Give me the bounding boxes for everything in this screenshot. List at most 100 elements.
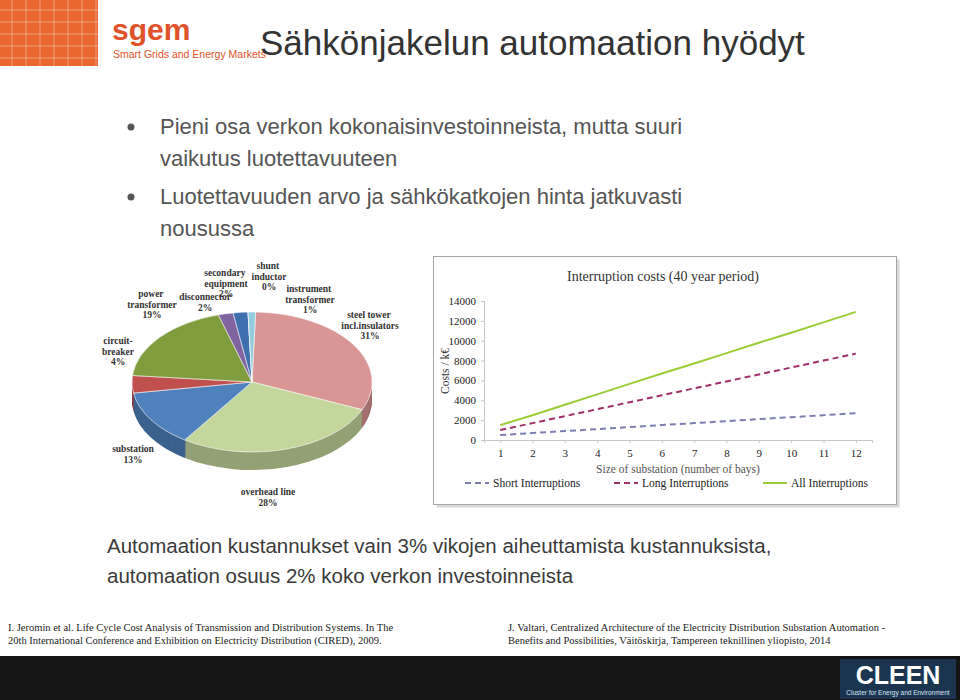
pie-label: steel tower incl.insulators	[341, 310, 399, 331]
y-tick-label: 14000	[449, 295, 477, 307]
pie-labels: steel tower incl.insulators31% overhead l…	[102, 261, 399, 508]
x-tick-mark	[824, 440, 825, 443]
pie-value-label: 2%	[198, 303, 212, 313]
pie-value-label: 19%	[143, 310, 162, 320]
y-tick: 2000	[454, 414, 484, 426]
reference-text: I. Jeromin et al. Life Cycle Cost Analys…	[8, 622, 393, 633]
x-tick: 2	[530, 440, 536, 459]
logo-name: sgem	[112, 13, 190, 46]
bullet-text: nousussa	[160, 216, 255, 241]
y-tick-label: 0	[471, 434, 477, 446]
x-tick-mark	[759, 440, 760, 443]
logo-grid	[0, 34, 98, 35]
legend-label: Short Interruptions	[493, 477, 581, 490]
pie-label: substation	[112, 444, 154, 454]
caption-text: automaation osuus 2% koko verkon investo…	[107, 564, 574, 587]
pie-depth-layer	[132, 313, 372, 453]
x-tick-label: 9	[757, 447, 763, 459]
logo-tile	[0, 0, 98, 66]
x-tick-label: 7	[692, 447, 698, 459]
chart-frame	[434, 257, 897, 505]
y-axis-line	[481, 302, 485, 441]
reference-text: Benefits and Possibilities, Väitöskirja,…	[508, 635, 831, 646]
x-tick-label: 11	[819, 447, 830, 459]
footer-logo-name: CLEEN	[856, 661, 941, 689]
x-tick-mark	[533, 440, 534, 443]
bullet-dot	[128, 124, 135, 131]
pie-label: power transformer	[127, 289, 177, 310]
x-axis-line	[485, 441, 873, 444]
x-tick-label: 1	[498, 447, 504, 459]
x-tick-label: 5	[627, 447, 633, 459]
chart-title: Interruption costs (40 year period)	[567, 269, 759, 285]
footer-logo-box	[840, 659, 956, 699]
x-tick-label: 3	[563, 447, 569, 459]
x-tick: 9	[757, 440, 763, 459]
x-tick-label: 2	[530, 447, 536, 459]
x-tick: 12	[851, 440, 862, 459]
y-tick: 14000	[449, 295, 485, 307]
y-tick: 8000	[454, 355, 484, 367]
pie-label: shunt inductor	[252, 261, 288, 282]
x-tick-mark	[597, 440, 598, 443]
x-tick-mark	[565, 440, 566, 443]
legend-swatch	[614, 482, 638, 484]
pie-slice	[218, 313, 252, 382]
legend-label: All Interruptions	[791, 477, 868, 490]
pie-label: secondary equipment	[204, 268, 248, 289]
x-tick-mark	[630, 440, 631, 443]
pie-slice	[248, 312, 256, 382]
logo-grid	[0, 46, 98, 47]
pie-value-label: 2%	[219, 289, 233, 299]
y-tick-label: 4000	[454, 394, 477, 406]
slide-title: Sähkönjakelun automaation hyödyt	[260, 23, 805, 62]
x-axis-title: Size of substation (number of bays)	[596, 463, 760, 476]
y-tick-label: 2000	[454, 414, 477, 426]
y-tick: 4000	[454, 394, 484, 406]
legend: Short InterruptionsLong InterruptionsAll…	[465, 477, 868, 490]
pie-label: circuit-breaker	[102, 336, 135, 357]
logo-grid	[0, 58, 98, 59]
x-tick-label: 10	[786, 447, 798, 459]
y-tick-label: 6000	[454, 374, 477, 386]
x-tick: 11	[819, 440, 830, 459]
x-tick-mark	[500, 440, 501, 443]
x-tick: 7	[692, 440, 698, 459]
bullet-text: vaikutus luotettavuuteen	[160, 146, 397, 171]
series-line	[500, 413, 856, 435]
logo-grid	[0, 10, 98, 11]
y-tick-mark	[481, 400, 484, 401]
reference-text: 20th International Conference and Exhibi…	[8, 635, 382, 647]
y-tick-mark	[481, 380, 484, 381]
logo: sgem Smart Grids and Energy Markets	[0, 0, 266, 66]
footer-bar	[0, 656, 960, 700]
pie-label: overhead line	[241, 487, 296, 497]
pie-value-label: 31%	[361, 331, 380, 341]
pie-label: instrument transformer	[285, 284, 335, 305]
x-tick-mark	[662, 440, 663, 443]
x-tick: 1	[498, 440, 504, 459]
y-tick: 12000	[449, 315, 485, 327]
x-tick: 10	[786, 440, 798, 459]
caption-text: Automaation kustannukset vain 3% vikojen…	[107, 534, 771, 557]
series-line	[500, 312, 856, 425]
footer-logo-tagline: Cluster for Energy and Environment	[846, 689, 950, 697]
pie-value-label: 1%	[303, 305, 317, 315]
y-axis: 02000400060008000100001200014000	[449, 295, 485, 446]
x-tick: 5	[627, 440, 633, 459]
pie-value-label: 0%	[262, 282, 276, 292]
logo-tagline: Smart Grids and Energy Markets	[113, 48, 266, 60]
x-tick: 4	[595, 440, 601, 459]
x-tick-mark	[791, 440, 792, 443]
pie-chart	[132, 312, 372, 470]
legend-swatch	[465, 482, 489, 484]
x-tick-mark	[856, 440, 857, 443]
x-tick: 6	[660, 440, 666, 459]
y-tick: 6000	[454, 374, 484, 386]
pie-value-label: 13%	[124, 455, 143, 465]
x-tick: 8	[724, 440, 730, 459]
x-tick-mark	[694, 440, 695, 443]
y-tick-mark	[481, 341, 484, 342]
pie-top	[132, 312, 372, 452]
series-line	[500, 354, 856, 430]
